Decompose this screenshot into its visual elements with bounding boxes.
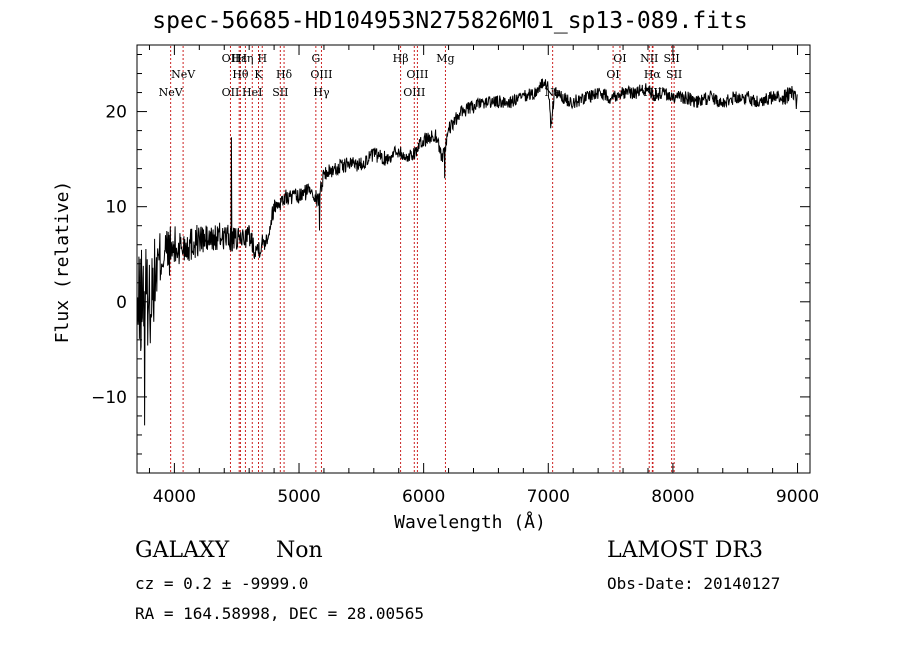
ra-dec-coordinates: RA = 164.58998, DEC = 28.00565 [135,604,424,623]
object-subclass: Non [276,538,323,563]
line-label: Hη [237,52,253,65]
y-tick-label: −10 [91,388,127,408]
line-label: Hδ [276,68,293,81]
line-label: SII [664,52,680,65]
line-label: K [254,68,263,81]
chart-title: spec-56685-HD104953N275826M01_sp13-089.f… [152,8,748,34]
x-axis-ticks: 4000 5000 6000 7000 8000 9000 [148,45,819,507]
line-label: H [257,52,267,65]
survey-name: LAMOST DR3 [607,538,763,563]
line-label: Hα [644,68,662,81]
line-label: Hθ [232,68,249,81]
observation-date: Obs-Date: 20140127 [607,574,781,593]
object-class: GALAXY [135,538,230,563]
line-label: Hε [232,52,248,65]
x-tick-label: 8000 [651,487,694,507]
y-tick-label: 0 [116,293,127,313]
line-label: OI [606,68,619,81]
y-axis-label: Flux (relative) [52,181,73,344]
y-tick-label: 20 [105,103,127,123]
x-tick-label: 4000 [153,487,196,507]
x-tick-label: 5000 [277,487,320,507]
line-label: Hβ [393,52,409,65]
line-label: Hγ [313,86,330,99]
line-label: OIII [310,68,332,81]
x-tick-label: 6000 [402,487,445,507]
y-axis-ticks: −10 0 10 20 [91,54,810,455]
line-label: NII [640,52,658,65]
y-tick-label: 10 [105,198,127,218]
line-label: SII [666,68,682,81]
redshift-cz: cz = 0.2 ± -9999.0 [135,574,309,593]
line-label: SII [272,86,288,99]
emission-line-markers [170,46,675,472]
line-label: NeV [171,68,196,81]
x-tick-label: 7000 [527,487,570,507]
line-label: Mg [436,52,454,65]
spectrum-line [137,78,798,426]
line-label: OI [613,52,626,65]
line-label: OII [222,52,240,65]
line-label: NeV [159,86,184,99]
line-label: G [311,52,320,65]
x-tick-label: 9000 [776,487,819,507]
line-label: OIII [406,68,428,81]
line-label: OII [222,86,240,99]
line-label: HeI [242,86,262,99]
line-label: OIII [403,86,425,99]
x-axis-label: Wavelength (Å) [394,511,546,533]
